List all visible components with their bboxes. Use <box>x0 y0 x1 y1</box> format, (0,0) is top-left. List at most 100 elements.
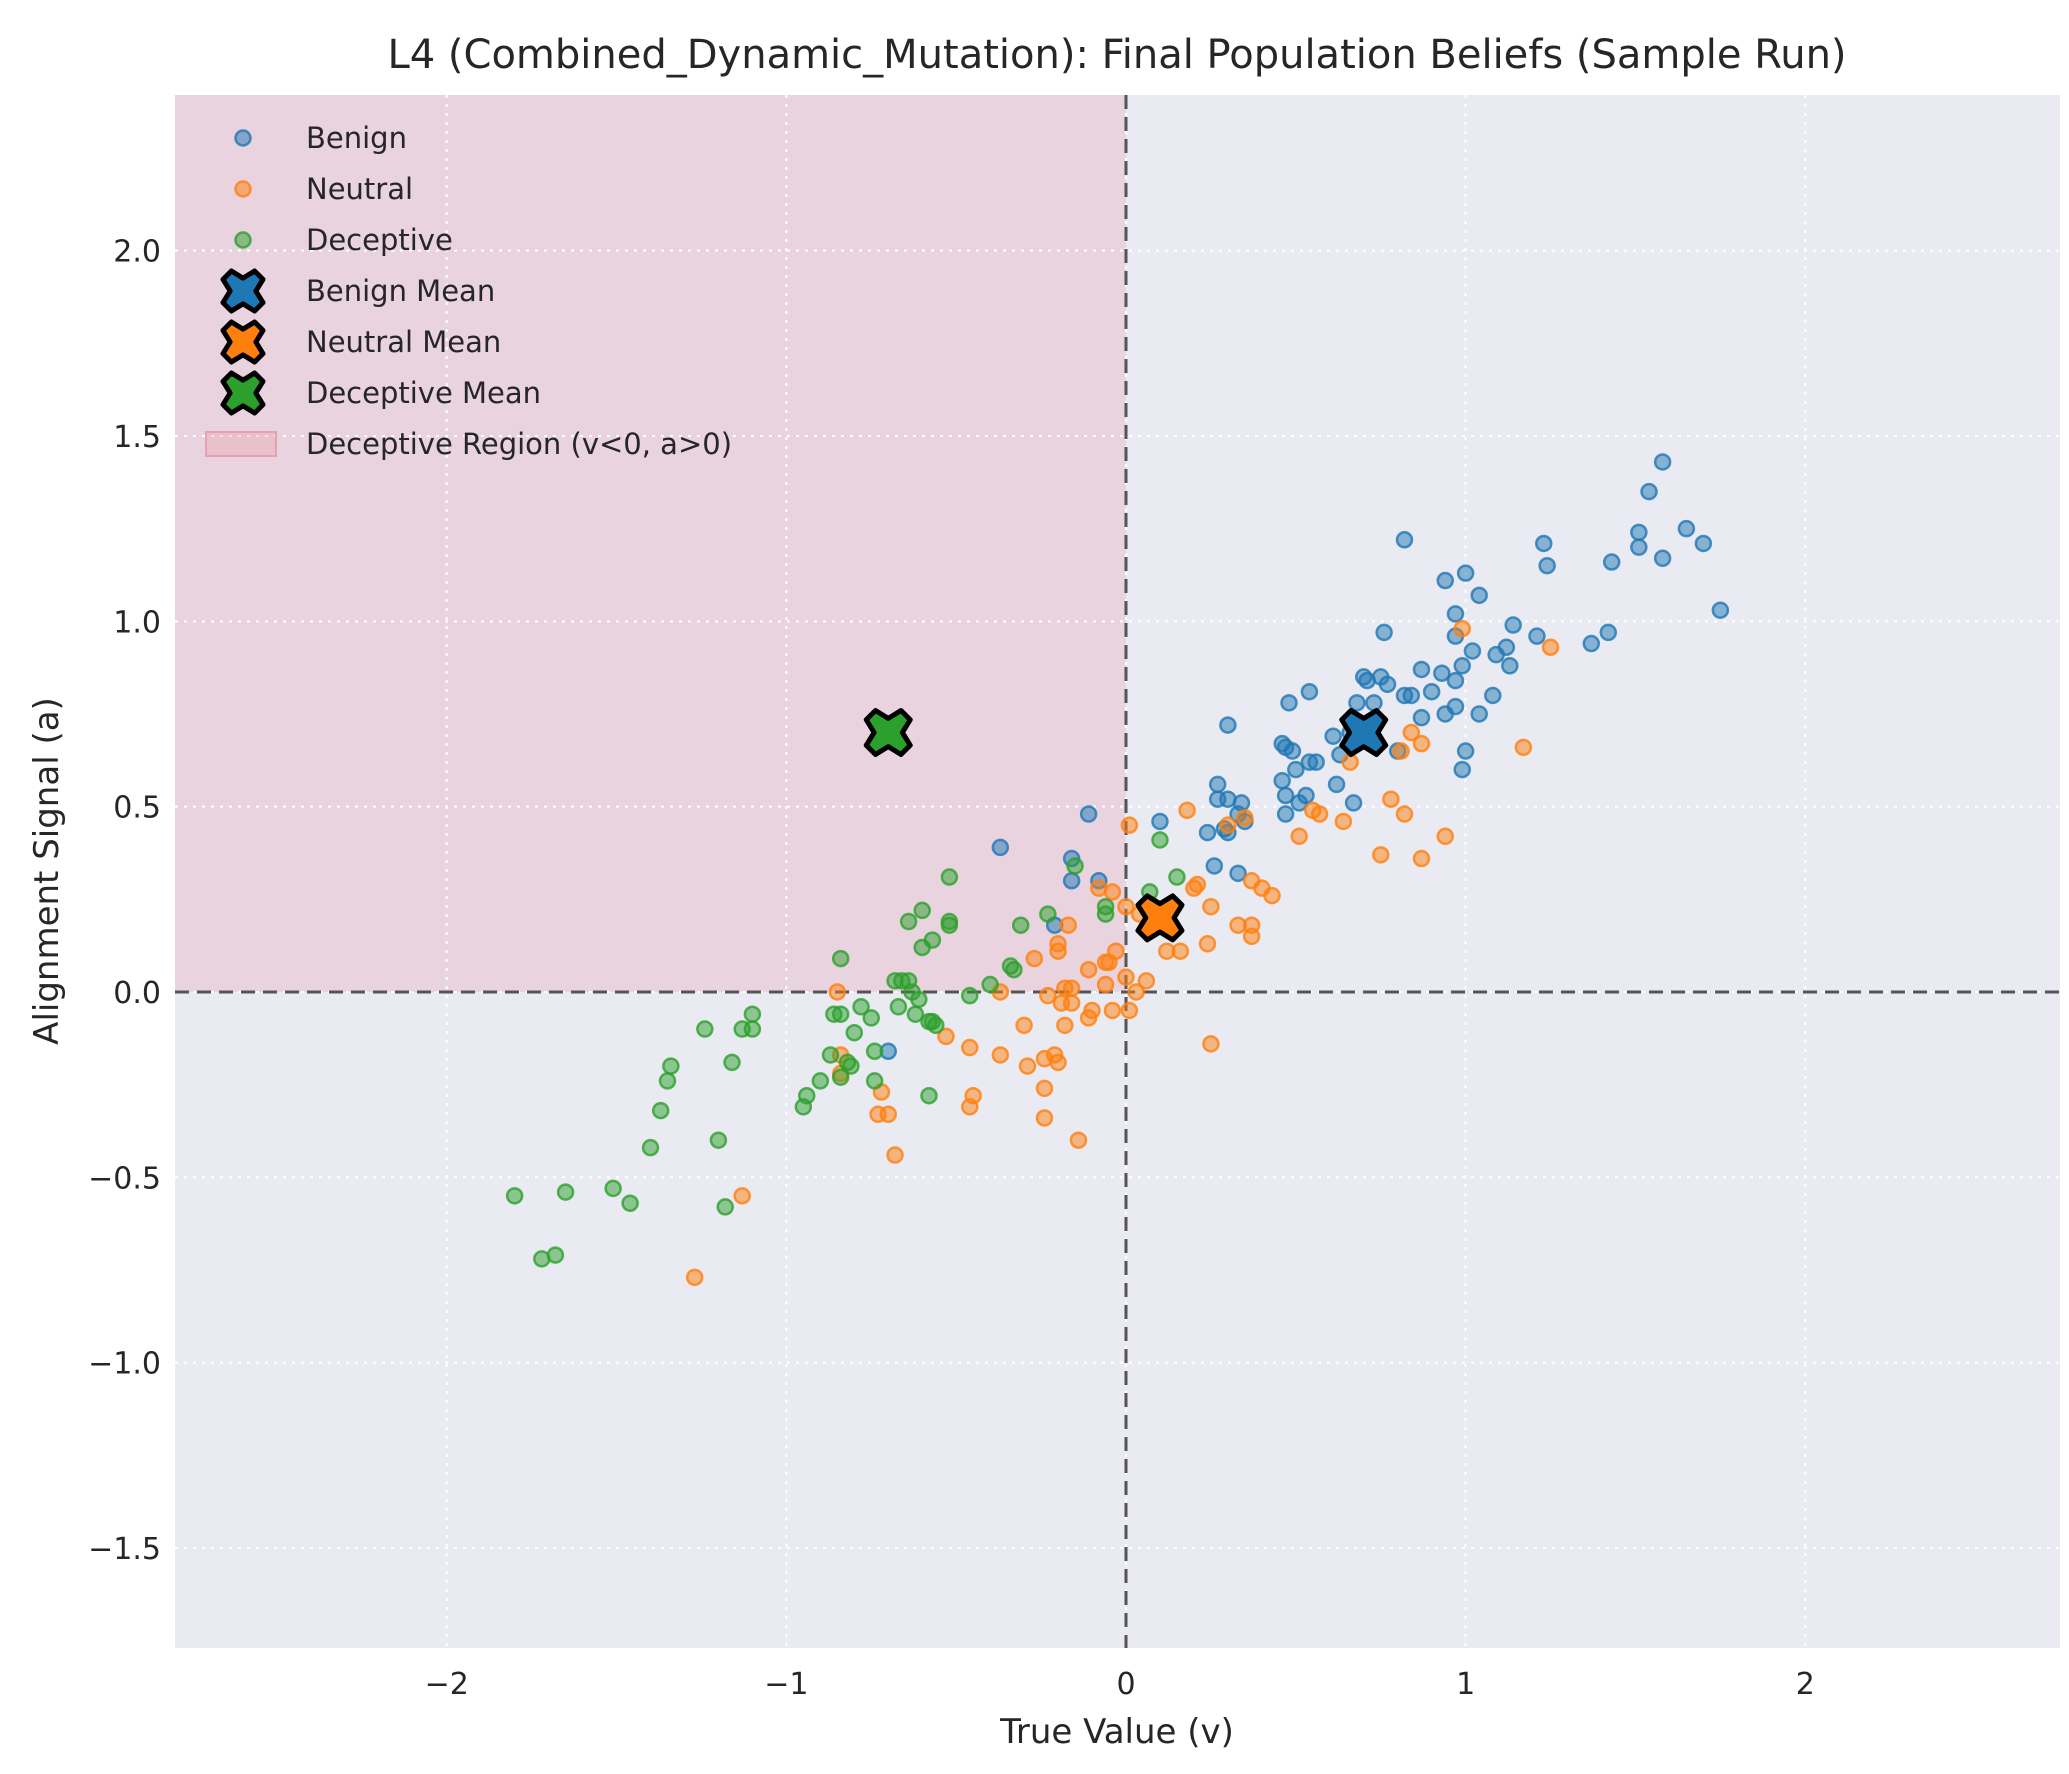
y-tick-label: −1.0 <box>88 1347 161 1382</box>
benign-point <box>1599 623 1618 642</box>
benign-point <box>1436 571 1455 590</box>
y-tick-label: −1.5 <box>88 1532 161 1567</box>
legend: Benign Neutral Deceptive Benign Mean Neutral… <box>205 121 732 461</box>
benign-point <box>1297 786 1315 805</box>
neutral-point <box>1049 1053 1067 1072</box>
neutral-point <box>1096 975 1115 994</box>
deceptive-point <box>920 1086 938 1105</box>
benign-point <box>1677 519 1696 538</box>
benign-point <box>1062 872 1081 890</box>
neutral-point <box>1069 1131 1088 1149</box>
deceptive-point <box>821 1046 840 1064</box>
benign-point <box>1276 805 1295 823</box>
y-tick-label: 1.0 <box>113 605 161 640</box>
neutral-mean-marker <box>1135 893 1185 943</box>
mean-markers <box>863 708 1389 943</box>
deceptive-point <box>641 1138 660 1157</box>
neutral-point <box>1304 801 1322 820</box>
x-tick-label: 0 <box>1116 1667 1135 1702</box>
neutral-point <box>869 1105 887 1124</box>
x-tick-label: 2 <box>1796 1667 1815 1702</box>
neutral-point <box>961 1038 979 1057</box>
neutral-point <box>1202 1035 1220 1053</box>
neutral-point <box>1412 849 1431 868</box>
benign-point <box>1504 616 1522 634</box>
chart-title: L4 (Combined_Dynamic_Mutation): Final Po… <box>387 32 1846 78</box>
benign-point <box>1487 645 1505 664</box>
benign-point <box>1422 682 1441 701</box>
deceptive-point <box>658 1072 677 1090</box>
benign-point <box>1205 857 1224 875</box>
deceptive-point <box>709 1131 728 1149</box>
neutral-point <box>1185 879 1203 897</box>
benign-point <box>1534 534 1553 553</box>
benign-point <box>1300 682 1319 701</box>
benign-point <box>1395 531 1414 549</box>
benign-point <box>1375 623 1393 642</box>
benign-point <box>1446 605 1465 623</box>
y-tick-label: 1.5 <box>113 420 161 455</box>
neutral-point <box>1137 972 1156 990</box>
benign-point <box>1151 812 1169 831</box>
deceptive-mean-marker <box>863 708 913 758</box>
deceptive-point <box>1005 960 1023 979</box>
legend-deceptive-mean-swatch <box>220 370 266 416</box>
legend-benign-label: Benign <box>306 121 407 155</box>
benign-point <box>1287 760 1305 779</box>
deceptive-point <box>651 1101 670 1120</box>
benign-point <box>1412 660 1431 679</box>
benign-point <box>1079 805 1098 823</box>
neutral-point <box>1198 935 1217 953</box>
neutral-point <box>1117 968 1135 986</box>
benign-mean-marker <box>1339 708 1389 758</box>
neutral-point <box>1453 619 1471 638</box>
neutral-point <box>1541 638 1560 657</box>
benign-point <box>1412 708 1431 727</box>
neutral-point <box>685 1268 704 1287</box>
deceptive-point <box>696 1020 714 1038</box>
legend-deceptive-region-label: Deceptive Region (v<0, a>0) <box>306 427 732 461</box>
neutral-point <box>1334 812 1353 831</box>
neutral-point <box>1242 927 1261 946</box>
deceptive-point <box>723 1053 741 1072</box>
deceptive-point <box>556 1183 575 1201</box>
neutral-point <box>1056 979 1074 998</box>
deceptive-point <box>862 1009 881 1027</box>
neutral-point <box>1202 897 1220 916</box>
legend-neutral-label: Neutral <box>306 172 413 206</box>
neutral-point <box>1039 986 1057 1005</box>
neutral-point <box>1035 1079 1054 1098</box>
deceptive-point <box>733 1020 751 1038</box>
deceptive-point <box>1011 916 1030 934</box>
deceptive-point <box>981 975 999 994</box>
benign-point <box>1640 482 1658 501</box>
benign-point <box>1694 534 1713 553</box>
deceptive-point <box>811 1072 830 1090</box>
neutral-point <box>937 1027 955 1046</box>
neutral-point <box>1219 816 1237 834</box>
benign-point <box>1630 523 1648 542</box>
benign-point <box>1456 742 1475 760</box>
neutral-point <box>1103 1001 1122 1020</box>
deceptive-point <box>961 986 979 1005</box>
neutral-point <box>1127 983 1145 1001</box>
neutral-point <box>961 1098 979 1116</box>
benign-point <box>1433 664 1451 682</box>
neutral-point <box>1382 790 1400 808</box>
y-axis-label: Alignment Signal (a) <box>27 697 67 1045</box>
neutral-point <box>1436 827 1455 846</box>
legend-deceptive-label: Deceptive <box>306 223 453 257</box>
benign-point <box>1300 753 1319 771</box>
neutral-point <box>1035 1109 1054 1127</box>
neutral-point <box>1120 1001 1139 1020</box>
deceptive-point <box>940 868 959 886</box>
legend-neutral-mean-swatch <box>220 319 266 365</box>
deceptive-point <box>831 949 850 968</box>
neutral-point <box>1157 942 1176 960</box>
benign-point <box>991 838 1010 857</box>
neutral-point <box>1395 805 1414 823</box>
benign-point <box>1280 694 1298 712</box>
deceptive-point <box>533 1250 551 1268</box>
